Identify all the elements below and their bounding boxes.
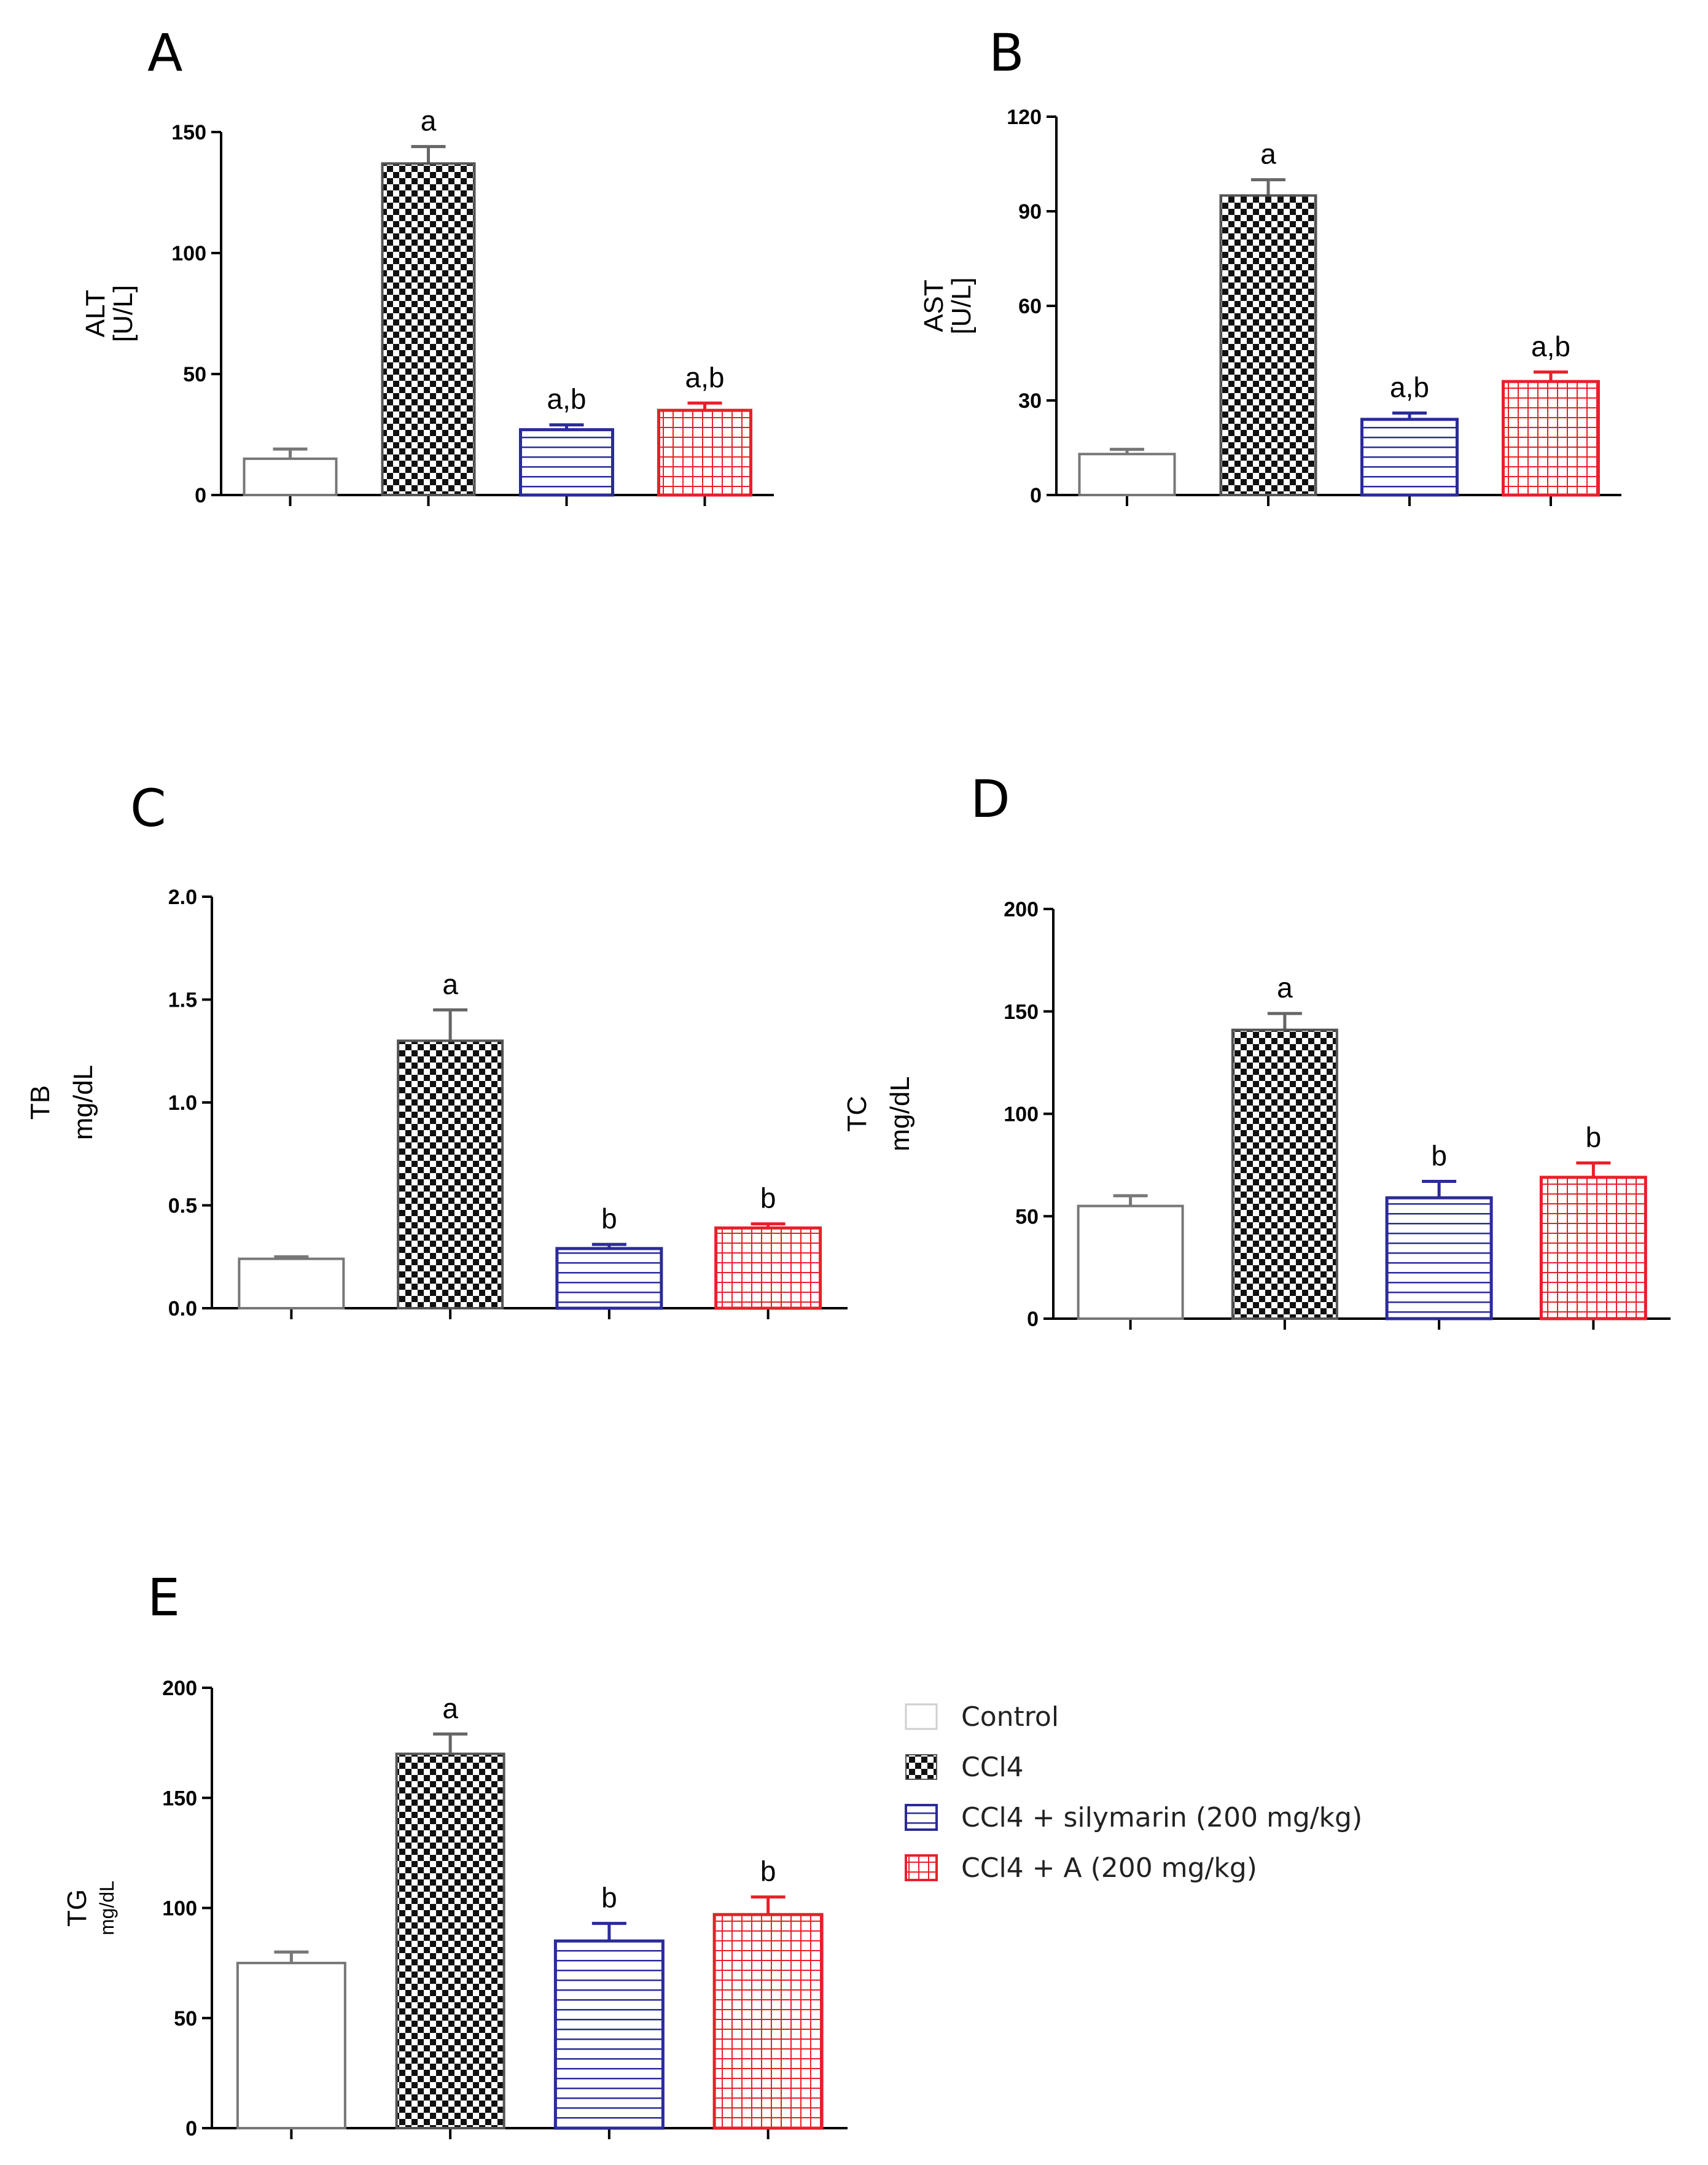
significance-label: a <box>1260 138 1276 170</box>
y-axis-label: TC <box>842 1096 872 1132</box>
y-axis-label: AST <box>919 279 949 332</box>
significance-label: a <box>421 105 437 137</box>
y-axis-unit: mg/dL <box>885 1076 915 1151</box>
significance-label: b <box>760 1855 776 1887</box>
legend-swatch-control <box>905 1703 938 1730</box>
panel-d: D 0 50 100 150 200 TC mg/dL a b b <box>842 769 1671 1331</box>
legend-label-silymarin: CCl4 + silymarin (200 mg/kg) <box>961 1802 1362 1833</box>
significance-label: b <box>601 1882 617 1914</box>
bar-4 <box>657 408 752 497</box>
bar-3 <box>519 428 614 497</box>
panel-e: E 0 50 100 150 200 TG mg/dL a b b <box>62 1567 848 2140</box>
significance-label: a <box>442 1692 458 1724</box>
legend-swatch-extract <box>905 1854 938 1881</box>
y-tick-label: 1.0 <box>168 1091 197 1115</box>
y-tick-label: 0 <box>195 484 206 507</box>
bar-1 <box>236 1962 346 2129</box>
panel-letter: B <box>989 23 1024 83</box>
axes: 0 50 100 150 200 TG mg/dL a b b <box>62 1677 848 2140</box>
axes: 0 50 100 150 200 TC mg/dL a b b <box>842 898 1671 1331</box>
bar-4 <box>712 1913 824 2130</box>
y-tick-label: 150 <box>171 121 206 144</box>
significance-label: b <box>1431 1140 1447 1172</box>
bar-1 <box>243 457 338 497</box>
bar-2 <box>395 1752 505 2130</box>
y-tick-label: 90 <box>1018 200 1042 224</box>
bar-2 <box>1219 194 1317 496</box>
bar-2 <box>381 162 476 497</box>
y-tick-label: 50 <box>183 363 206 386</box>
y-tick-label: 2.0 <box>168 886 197 909</box>
axes: 0 30 60 90 120 AST[U/L] a a,b a,b <box>919 106 1621 507</box>
significance-label: a <box>1277 972 1293 1004</box>
panel-c: C 0.0 0.5 1.0 1.5 2.0 TB mg/dL a b b <box>25 778 848 1320</box>
y-tick-label: 200 <box>162 1677 197 1700</box>
panel-letter: D <box>970 769 1010 829</box>
panel-letter: E <box>147 1567 180 1628</box>
significance-label: b <box>760 1182 776 1214</box>
y-axis-label: TB <box>25 1085 55 1120</box>
y-tick-label: 30 <box>1018 389 1042 413</box>
significance-label: a,b <box>1531 330 1570 362</box>
y-tick-label: 0 <box>1027 1308 1039 1331</box>
significance-label: b <box>601 1203 617 1235</box>
legend-swatch-ccl4 <box>905 1754 937 1780</box>
legend-item-extract: CCl4 + A (200 mg/kg) <box>905 1852 1257 1884</box>
y-tick-label: 100 <box>1004 1103 1039 1126</box>
legend: Control CCl4 CCl4 + silymarin (200 mg/kg… <box>905 1701 1362 1884</box>
legend-item-control: Control <box>905 1701 1059 1733</box>
panel-b: B 0 30 60 90 120 AST[U/L] a a,b a,b <box>919 23 1621 507</box>
y-tick-label: 50 <box>174 2007 197 2030</box>
bar-3 <box>555 1247 663 1310</box>
bar-4 <box>1539 1176 1647 1320</box>
legend-item-silymarin: CCl4 + silymarin (200 mg/kg) <box>905 1802 1362 1833</box>
y-tick-label: 60 <box>1018 295 1042 318</box>
y-tick-label: 50 <box>1015 1205 1039 1228</box>
panel-letter: A <box>147 23 182 83</box>
significance-label: a,b <box>685 361 725 393</box>
y-axis-unit: mg/dL <box>68 1065 98 1140</box>
y-tick-label: 150 <box>1004 1001 1039 1024</box>
y-tick-label: 100 <box>171 242 206 265</box>
bar-4 <box>1502 380 1600 497</box>
y-axis-unit: mg/dL <box>96 1881 118 1935</box>
significance-label: a,b <box>1390 372 1429 404</box>
legend-label-control: Control <box>961 1701 1059 1733</box>
y-axis-label: TG <box>62 1889 92 1927</box>
y-tick-label: 120 <box>1007 106 1042 129</box>
bar-2 <box>1231 1028 1338 1320</box>
y-axis-unit: [U/L] <box>946 278 977 335</box>
legend-swatch-silymarin <box>905 1804 938 1831</box>
y-tick-label: 150 <box>162 1787 197 1810</box>
y-axis-unit: [U/L] <box>108 285 138 342</box>
bar-2 <box>397 1039 504 1309</box>
panel-letter: C <box>130 778 166 838</box>
y-axis-label: ALT <box>80 290 111 337</box>
significance-label: a,b <box>547 383 587 415</box>
y-tick-label: 100 <box>162 1897 197 1921</box>
bar-3 <box>1360 418 1459 497</box>
bar-1 <box>1078 453 1176 496</box>
legend-item-ccl4: CCl4 <box>905 1752 1024 1783</box>
axes: 0 50 100 150 ALT[U/L] a a,b a,b <box>80 105 774 507</box>
bar-1 <box>1077 1204 1184 1320</box>
y-tick-label: 0.0 <box>168 1297 197 1320</box>
axes: 0.0 0.5 1.0 1.5 2.0 TB mg/dL a b b <box>25 886 848 1320</box>
legend-label-ccl4: CCl4 <box>961 1752 1024 1783</box>
y-tick-label: 0.5 <box>168 1195 197 1218</box>
panel-a: A 0 50 100 150 ALT[U/L] a a,b a,b <box>80 23 774 507</box>
bar-3 <box>553 1939 665 2130</box>
significance-label: b <box>1586 1122 1602 1153</box>
y-tick-label: 1.5 <box>168 989 197 1012</box>
bar-3 <box>1385 1196 1493 1320</box>
significance-label: a <box>442 968 458 1000</box>
y-tick-label: 200 <box>1004 898 1039 921</box>
y-tick-label: 0 <box>185 2117 197 2140</box>
y-tick-label: 0 <box>1030 484 1042 507</box>
bar-1 <box>238 1257 345 1310</box>
bar-4 <box>714 1226 822 1310</box>
legend-label-extract: CCl4 + A (200 mg/kg) <box>961 1852 1257 1884</box>
